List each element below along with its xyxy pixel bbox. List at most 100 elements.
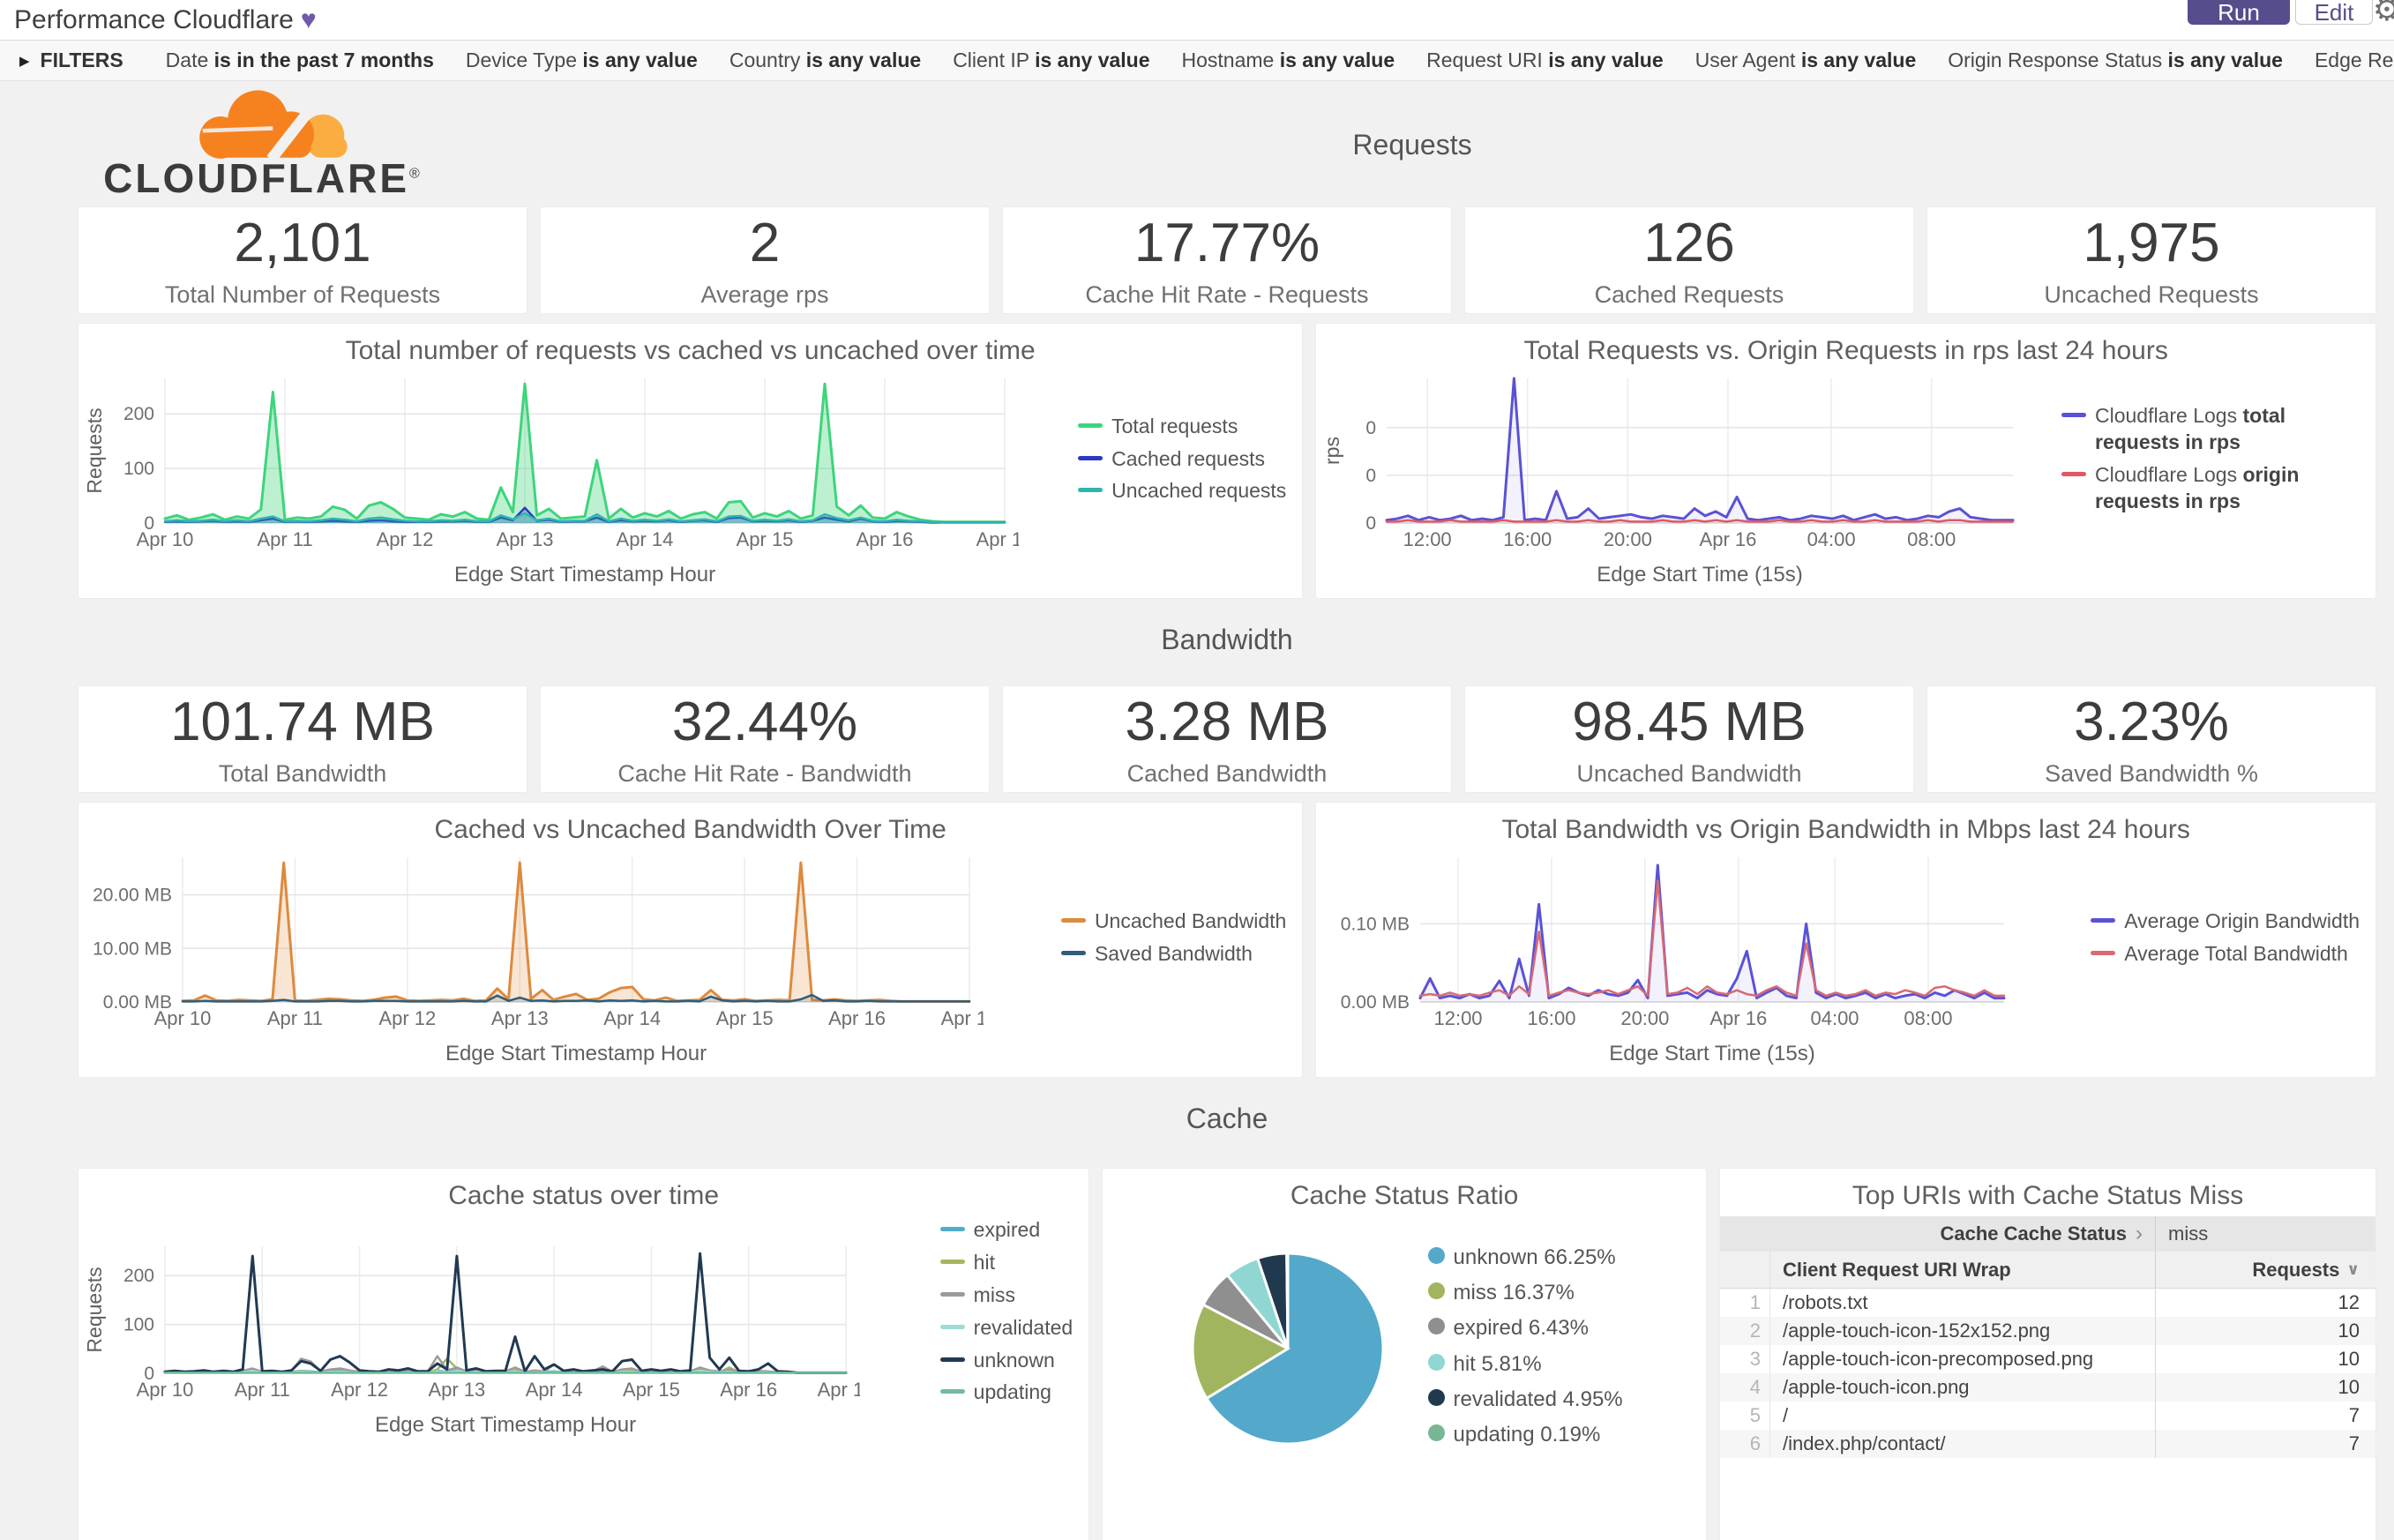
- legend-swatch-icon: [2091, 918, 2116, 923]
- legend-item[interactable]: revalidated 4.95%: [1427, 1386, 1623, 1413]
- filter-item[interactable]: Date is in the past 7 months: [165, 49, 434, 71]
- row-number-header: [1719, 1252, 1769, 1289]
- legend-item[interactable]: unknown: [939, 1348, 1074, 1374]
- svg-text:rps: rps: [1321, 437, 1343, 465]
- uri-cell[interactable]: /: [1769, 1402, 2155, 1430]
- uri-cell[interactable]: /apple-touch-icon-152x152.png: [1769, 1317, 2155, 1345]
- legend-label: Uncached requests: [1111, 479, 1287, 503]
- filter-item[interactable]: Country is any value: [729, 49, 922, 71]
- requests-column-header[interactable]: Requests ∨: [2155, 1252, 2375, 1289]
- svg-text:20:00: 20:00: [1604, 528, 1652, 550]
- svg-text:08:00: 08:00: [1904, 1007, 1953, 1029]
- chart-title: Total Bandwidth vs Origin Bandwidth in M…: [1501, 815, 2190, 844]
- svg-text:Apr 17: Apr 17: [818, 1379, 860, 1401]
- table-title: Top URIs with Cache Status Miss: [1852, 1181, 2244, 1210]
- svg-text:Apr 11: Apr 11: [267, 1007, 323, 1029]
- kpi-label: Cached Bandwidth: [1126, 760, 1328, 787]
- cache-status-pie[interactable]: [1186, 1236, 1389, 1461]
- filter-item[interactable]: Client IP is any value: [953, 49, 1150, 71]
- legend-label: Cloudflare Logs origin requests in rps: [2095, 463, 2300, 512]
- filter-bar: ▶ FILTERS Date is in the past 7 months De…: [0, 41, 2394, 81]
- filter-item[interactable]: Request URI is any value: [1426, 49, 1664, 71]
- requests-kpi-tile: 2 Average rps: [540, 206, 990, 314]
- top-uris-table: Cache Cache Status › miss Client Request…: [1719, 1216, 2375, 1458]
- pivot-header[interactable]: Cache Cache Status ›: [1719, 1216, 2155, 1252]
- legend-item[interactable]: Uncached Bandwidth: [1060, 908, 1286, 935]
- run-button[interactable]: Run: [2188, 0, 2290, 26]
- pie-slice-miss[interactable]: [1190, 1303, 1291, 1401]
- uri-cell[interactable]: /robots.txt: [1769, 1289, 2155, 1317]
- table-body: 1/robots.txt 12 2/apple-touch-icon-152x152…: [1719, 1289, 2375, 1458]
- svg-text:Apr 16: Apr 16: [1700, 528, 1757, 550]
- gear-icon[interactable]: ⚙: [2372, 0, 2394, 27]
- requests-over-time-plot[interactable]: Apr 10 Apr 11 Apr 12 Apr 13 Apr 14 Apr 15 Apr …: [83, 366, 1033, 593]
- pivot-value: miss: [2155, 1216, 2375, 1252]
- row-number: 6: [1719, 1430, 1769, 1458]
- filter-item[interactable]: Origin Response Status is any value: [1948, 49, 2283, 71]
- uri-column-header[interactable]: Client Request URI Wrap: [1769, 1252, 2155, 1289]
- legend-item[interactable]: expired 6.43%: [1427, 1314, 1623, 1342]
- legend-item[interactable]: miss 16.37%: [1427, 1279, 1623, 1306]
- cloudflare-wordmark: CLOUDFLARE®: [103, 155, 423, 201]
- legend-label: Cloudflare Logs total requests in rps: [2095, 404, 2286, 454]
- kpi-label: Total Bandwidth: [218, 760, 387, 787]
- chevron-right-icon: ›: [2136, 1222, 2143, 1245]
- legend-label: miss: [973, 1282, 1015, 1306]
- legend-swatch-icon: [1427, 1247, 1445, 1264]
- legend-item[interactable]: expired: [939, 1217, 1074, 1244]
- legend-item[interactable]: updating: [939, 1379, 1074, 1406]
- cache-status-plot[interactable]: Apr 10 Apr 11 Apr 12 Apr 13 Apr 14 Apr 15 Apr …: [83, 1234, 874, 1443]
- filter-item[interactable]: Hostname is any value: [1181, 49, 1395, 71]
- legend-swatch-icon: [1078, 455, 1103, 460]
- legend-item[interactable]: updating 0.19%: [1427, 1421, 1623, 1448]
- edit-button[interactable]: Edit: [2295, 0, 2373, 26]
- rps-24h-plot[interactable]: 12:00 16:00 20:00 Apr 16 04:00 08:00 0 0 0 rps Edg…: [1320, 366, 2027, 593]
- svg-text:08:00: 08:00: [1907, 528, 1956, 550]
- filters-toggle[interactable]: ▶ FILTERS: [19, 49, 123, 71]
- pie-slice-updating[interactable]: [1284, 1252, 1289, 1349]
- bandwidth-kpi-tile: 3.28 MB Cached Bandwidth: [1002, 685, 1452, 793]
- filter-item[interactable]: User Agent is any value: [1695, 49, 1917, 71]
- filter-item[interactable]: Edge Response Status is any value: [2314, 49, 2394, 71]
- bandwidth-over-time-plot[interactable]: Apr 10 Apr 11 Apr 12 Apr 13 Apr 14 Apr 15 Apr …: [84, 845, 998, 1072]
- svg-text:Edge Start Time (15s): Edge Start Time (15s): [1597, 563, 1803, 587]
- legend-item[interactable]: Total requests: [1078, 414, 1286, 440]
- legend-item[interactable]: miss: [939, 1282, 1074, 1309]
- svg-text:Edge Start Timestamp Hour: Edge Start Timestamp Hour: [454, 563, 715, 587]
- kpi-label: Saved Bandwidth %: [2045, 760, 2258, 787]
- legend-item[interactable]: hit 5.81%: [1427, 1350, 1623, 1378]
- legend-swatch-icon: [939, 1324, 965, 1329]
- uri-cell[interactable]: /apple-touch-icon.png: [1769, 1373, 2155, 1402]
- uri-cell[interactable]: /index.php/contact/: [1769, 1430, 2155, 1458]
- requests-cell: 7: [2155, 1402, 2375, 1430]
- rps-24h-card: Total Requests vs. Origin Requests in rp…: [1315, 323, 2376, 599]
- chart-title: Total Requests vs. Origin Requests in rp…: [1523, 336, 2168, 365]
- legend-item[interactable]: Cached requests: [1078, 446, 1286, 473]
- pie-slice-unknown[interactable]: [1204, 1252, 1384, 1446]
- legend-item[interactable]: Saved Bandwidth: [1060, 941, 1286, 968]
- svg-text:100: 100: [123, 459, 154, 479]
- cache-status-ratio-card: Cache Status Ratio unknown 66.25% miss 16…: [1102, 1168, 1707, 1540]
- row-number: 3: [1719, 1345, 1769, 1373]
- legend-item[interactable]: hit: [939, 1250, 1074, 1276]
- uri-cell[interactable]: /apple-touch-icon-precomposed.png: [1769, 1345, 2155, 1373]
- legend-item[interactable]: unknown 66.25%: [1427, 1244, 1623, 1271]
- section-heading-cache: Cache: [1186, 1102, 1268, 1134]
- svg-text:Apr 16: Apr 16: [720, 1379, 777, 1401]
- filter-item[interactable]: Device Type is any value: [465, 49, 698, 71]
- legend-item[interactable]: Average Total Bandwidth: [2091, 941, 2360, 968]
- legend-item[interactable]: Average Origin Bandwidth: [2091, 908, 2360, 935]
- chart-legend: Uncached Bandwidth Saved Bandwidth: [1060, 902, 1286, 974]
- svg-text:Apr 15: Apr 15: [716, 1007, 774, 1029]
- legend-swatch-icon: [1060, 918, 1086, 923]
- svg-text:Apr 12: Apr 12: [331, 1379, 388, 1401]
- legend-item[interactable]: Cloudflare Logs origin requests in rps: [2061, 462, 2360, 515]
- svg-text:Apr 12: Apr 12: [378, 1007, 436, 1029]
- requests-kpi-tile: 126 Cached Requests: [1464, 206, 1914, 314]
- legend-item[interactable]: revalidated: [939, 1315, 1073, 1342]
- svg-text:0.00 MB: 0.00 MB: [103, 992, 172, 1013]
- legend-item[interactable]: Cloudflare Logs total requests in rps: [2061, 403, 2360, 456]
- kpi-label: Uncached Bandwidth: [1576, 760, 1802, 787]
- bandwidth-24h-plot[interactable]: 12:00 16:00 20:00 Apr 16 04:00 08:00 0.00 MB 0.…: [1321, 845, 2018, 1072]
- legend-item[interactable]: Uncached requests: [1078, 478, 1286, 505]
